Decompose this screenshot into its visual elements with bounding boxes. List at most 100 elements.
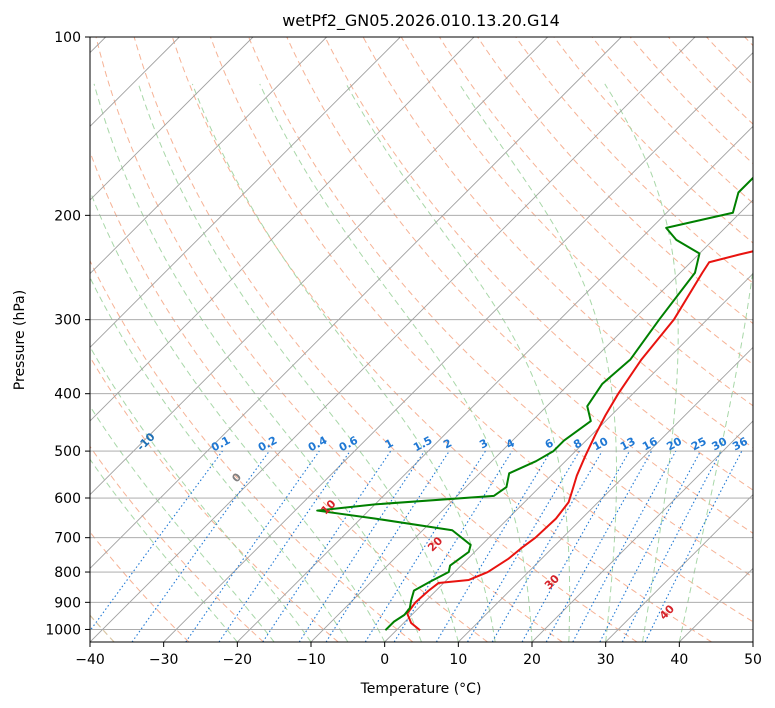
mixing-ratio-line [325,450,450,642]
mixing-ratio-line [467,450,580,642]
mixing-ratio-line [131,450,270,642]
isotherm [90,37,401,348]
x-tick-label: 20 [523,652,541,668]
mixing-ratio-label: 16 [640,435,660,454]
mixing-ratio-label: 20 [664,435,684,454]
moist-adiabat [604,83,679,642]
moist-adiabat [90,458,238,642]
mixing-ratio-line [218,450,351,642]
y-tick-label: 500 [54,444,81,460]
mixing-ratio-label: 2 [441,436,454,451]
mixing-ratio-label: 13 [618,435,638,454]
dry-adiabat-label: -30 [0,366,2,389]
dry-adiabat [90,531,190,642]
y-tick-label: 200 [54,208,81,224]
mixing-ratio-label: 10 [591,435,611,454]
x-tick-label: −40 [75,652,105,668]
mixing-ratio-label: 36 [730,435,750,454]
dry-adiabat [90,445,264,642]
isotherm [237,125,753,642]
mixing-ratio-line [262,450,392,642]
chart-title: wetPf2_GN05.2026.010.13.20.G14 [282,11,560,31]
y-tick-label: 300 [54,313,81,329]
x-tick-label: 10 [449,652,467,668]
dry-adiabat [400,37,753,407]
x-tick-label: −20 [223,652,253,668]
axes: −40 −30 −20 −10 0 10 20 30 40 50 100 200 300 400 500 60… [45,30,762,668]
mixing-ratio-label: 30 [710,435,730,454]
isotherm [90,37,475,422]
isotherm [90,37,254,201]
y-tick-label: 900 [54,595,81,611]
dry-adiabat [591,37,753,204]
mixing-ratio-line [572,450,677,642]
dry-adiabat [324,37,753,491]
dry-adiabat [629,37,753,165]
x-tick-label: 40 [670,652,688,668]
moist-adiabat [678,83,753,642]
isotherm [310,199,753,642]
moist-adiabat [90,405,275,642]
dry-adiabat [90,150,488,642]
y-tick-label: 100 [54,30,81,46]
x-tick-label: 30 [597,652,615,668]
y-tick-label: 800 [54,565,81,581]
dry-adiabat-label: 40 [657,602,677,622]
y-axis-label: Pressure (hPa) [12,290,28,390]
isotherm [458,346,753,642]
mixing-ratio-label: 4 [504,436,517,451]
dry-adiabat [668,37,753,125]
isotherm [90,37,622,569]
x-axis-label: Temperature (°C) [360,681,482,697]
isotherm [679,567,753,642]
moist-adiabat [90,345,312,642]
mixing-ratio-line [545,450,653,642]
dry-adiabat [248,37,753,578]
x-tick-label: −10 [296,652,326,668]
dry-adiabat [133,37,638,642]
y-tick-label: 400 [54,387,81,403]
plot-frame [89,36,754,643]
moist-adiabat [93,83,422,642]
moist-adiabat [345,83,571,642]
x-tick-label: 50 [744,652,762,668]
dry-adiabat [706,37,753,86]
dry-adiabat [90,356,339,642]
moist-adiabat [191,83,496,642]
isotherm [384,273,753,642]
moist-adiabat [137,83,459,642]
x-tick-label: −30 [149,652,179,668]
isotherm [90,37,696,642]
dry-adiabat [515,37,753,284]
isotherm [90,37,548,496]
mixing-ratio-label: 25 [689,435,709,454]
dry-adiabat [95,37,563,642]
mixing-ratio-line [521,450,630,642]
mixing-ratio-line [393,450,513,642]
plot-area: 0.10.20.40.611.52346810131620253036-100-… [0,37,753,642]
x-tick-label: 0 [380,652,389,668]
isotherm [752,641,753,642]
mixing-ratio-line [364,450,486,642]
mixing-ratio-line [90,450,223,632]
y-tick-label: 1000 [45,622,81,638]
moist-adiabat [259,83,533,642]
dry-adiabat [171,37,712,642]
mixing-ratio-line [435,450,552,642]
isotherm [605,494,753,642]
moist-adiabat [90,189,386,642]
y-tick-label: 700 [54,531,81,547]
dry-adiabat [477,37,753,325]
mixing-ratio-line [185,450,320,642]
y-tick-label: 600 [54,491,81,507]
isotherm [531,420,753,642]
dry-adiabat [744,37,753,47]
isotherm [163,52,753,642]
dewpoint-line [316,176,753,631]
mixing-ratio-line [599,450,702,642]
dry-adiabat-label: 10 [318,497,338,517]
dry-adiabat-label: -10 [134,430,157,453]
dry-adiabat [553,37,753,244]
isotherm [90,37,327,275]
